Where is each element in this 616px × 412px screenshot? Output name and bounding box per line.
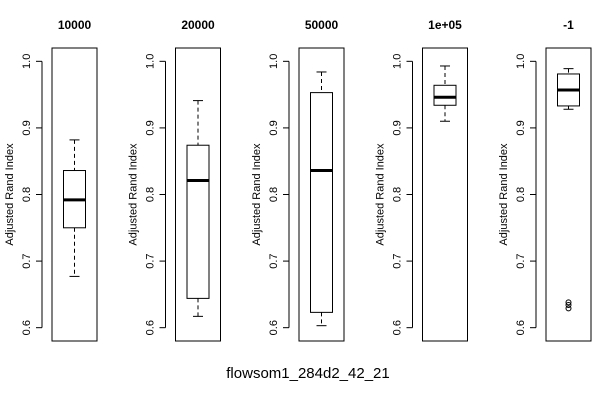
y-tick-label: 1.0: [145, 54, 157, 69]
plot-frame: [51, 47, 98, 342]
iqr-box: [186, 144, 210, 299]
y-tick-label: 0.8: [145, 187, 157, 202]
boxplot-panel: 50000 0.6 0.7 0.8 0.9 1.0 Adjusted Rand Index: [251, 18, 345, 342]
y-axis-label: Adjusted Rand Index: [128, 143, 140, 246]
y-axis-label: Adjusted Rand Index: [375, 143, 387, 246]
y-tick-label: 0.7: [392, 253, 404, 268]
y-tick-label: 0.8: [392, 187, 404, 202]
iqr-box: [310, 92, 333, 313]
boxplot-panel: 1e+05 0.6 0.7 0.8 0.9 1.0 Adjusted Rand Index: [375, 18, 468, 342]
boxplot-panel: -1 0.6 0.7 0.8 0.9 1.0 Adjusted Rand Index: [498, 18, 592, 342]
panel-title: 1e+05: [428, 18, 462, 32]
y-tick-label: 0.9: [21, 120, 33, 135]
panel-title: 20000: [181, 18, 215, 32]
y-tick-label: 0.6: [268, 320, 280, 335]
boxplot-panel: 10000 0.6 0.7 0.8 0.9 1.0 Adjusted Rand Index: [4, 18, 98, 342]
y-tick-label: 0.7: [515, 253, 527, 268]
y-tick-label: 0.6: [392, 320, 404, 335]
y-axis-label: Adjusted Rand Index: [251, 143, 263, 246]
y-tick-label: 0.9: [515, 120, 527, 135]
y-tick-label: 0.6: [515, 320, 527, 335]
plot-frame: [422, 47, 468, 342]
y-tick-label: 1.0: [515, 54, 527, 69]
main-x-axis-label: flowsom1_284d2_42_21: [226, 365, 389, 382]
y-tick-label: 0.9: [268, 120, 280, 135]
y-tick-label: 1.0: [21, 54, 33, 69]
y-axis-label: Adjusted Rand Index: [4, 143, 16, 246]
panel-title: 10000: [58, 18, 92, 32]
y-tick-label: 0.7: [21, 253, 33, 268]
y-axis-label: Adjusted Rand Index: [498, 143, 510, 246]
plot-frame: [175, 47, 221, 342]
outlier-point: [565, 305, 572, 312]
plot-frame: [545, 47, 592, 342]
panel-title: -1: [563, 18, 574, 32]
outlier-point: [565, 302, 572, 309]
plot-frame: [298, 47, 345, 342]
outlier-point: [565, 299, 572, 306]
y-tick-label: 0.9: [145, 120, 157, 135]
panel-title: 50000: [305, 18, 339, 32]
iqr-box: [433, 84, 457, 106]
y-tick-label: 1.0: [268, 54, 280, 69]
y-tick-label: 0.7: [145, 253, 157, 268]
y-tick-label: 0.8: [21, 187, 33, 202]
y-tick-label: 0.6: [145, 320, 157, 335]
y-tick-label: 0.6: [21, 320, 33, 335]
y-tick-label: 0.9: [392, 120, 404, 135]
y-tick-label: 0.8: [515, 187, 527, 202]
y-tick-label: 0.7: [268, 253, 280, 268]
y-tick-label: 0.8: [268, 187, 280, 202]
y-tick-label: 1.0: [392, 54, 404, 69]
boxplot-panel: 20000 0.6 0.7 0.8 0.9 1.0 Adjusted Rand Index: [128, 18, 221, 342]
